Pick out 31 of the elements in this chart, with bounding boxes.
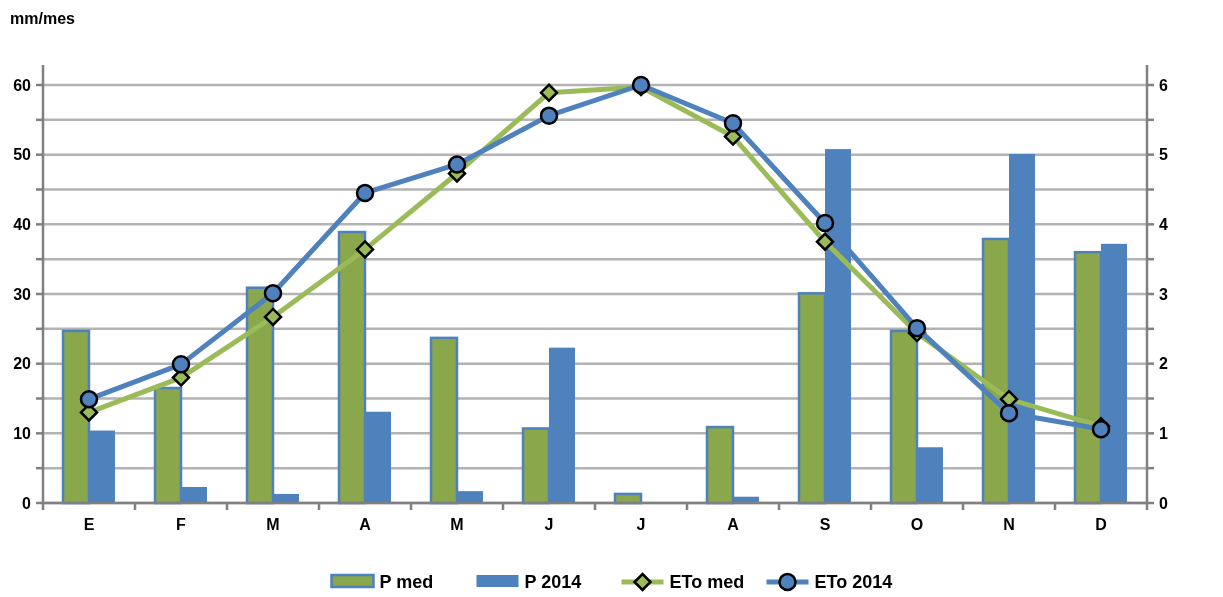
x-tick-label: O xyxy=(910,516,924,533)
y-tick-label: 0 xyxy=(22,494,32,512)
y-tick-label: 10 xyxy=(13,424,32,442)
y2-tick-label: 4 xyxy=(1159,215,1168,233)
y-tick-label: 50 xyxy=(13,146,32,164)
x-tick-label: D xyxy=(1095,516,1107,533)
y2-tick-label: 6 xyxy=(1159,76,1168,94)
x-tick-label: A xyxy=(727,516,740,533)
y-tick-label: 20 xyxy=(13,355,32,373)
legend-label: P 2014 xyxy=(524,572,582,593)
y2-tick-label: 5 xyxy=(1159,146,1168,164)
y2-tick-label: 1 xyxy=(1159,424,1168,442)
x-tick-label: S xyxy=(819,516,831,533)
legend-label: ETo med xyxy=(669,572,745,593)
y-tick-label: 30 xyxy=(13,285,32,303)
y2-tick-label: 3 xyxy=(1159,285,1168,303)
y-tick-label: 40 xyxy=(13,215,32,233)
x-tick-label: M xyxy=(266,516,280,533)
legend-label: ETo 2014 xyxy=(814,572,893,593)
y2-tick-label: 0 xyxy=(1159,494,1168,512)
y2-tick-label: 2 xyxy=(1159,355,1168,373)
x-tick-label: J xyxy=(636,516,646,533)
y-axis-title: mm/mes xyxy=(10,10,76,27)
x-tick-label: J xyxy=(544,516,554,533)
x-tick-label: M xyxy=(450,516,464,533)
legend-label: P med xyxy=(379,572,434,593)
y-tick-label: 60 xyxy=(13,76,32,94)
x-tick-label: F xyxy=(176,516,187,533)
x-tick-label: E xyxy=(83,516,95,533)
x-tick-label: N xyxy=(1003,516,1015,533)
x-tick-label: A xyxy=(359,516,372,533)
